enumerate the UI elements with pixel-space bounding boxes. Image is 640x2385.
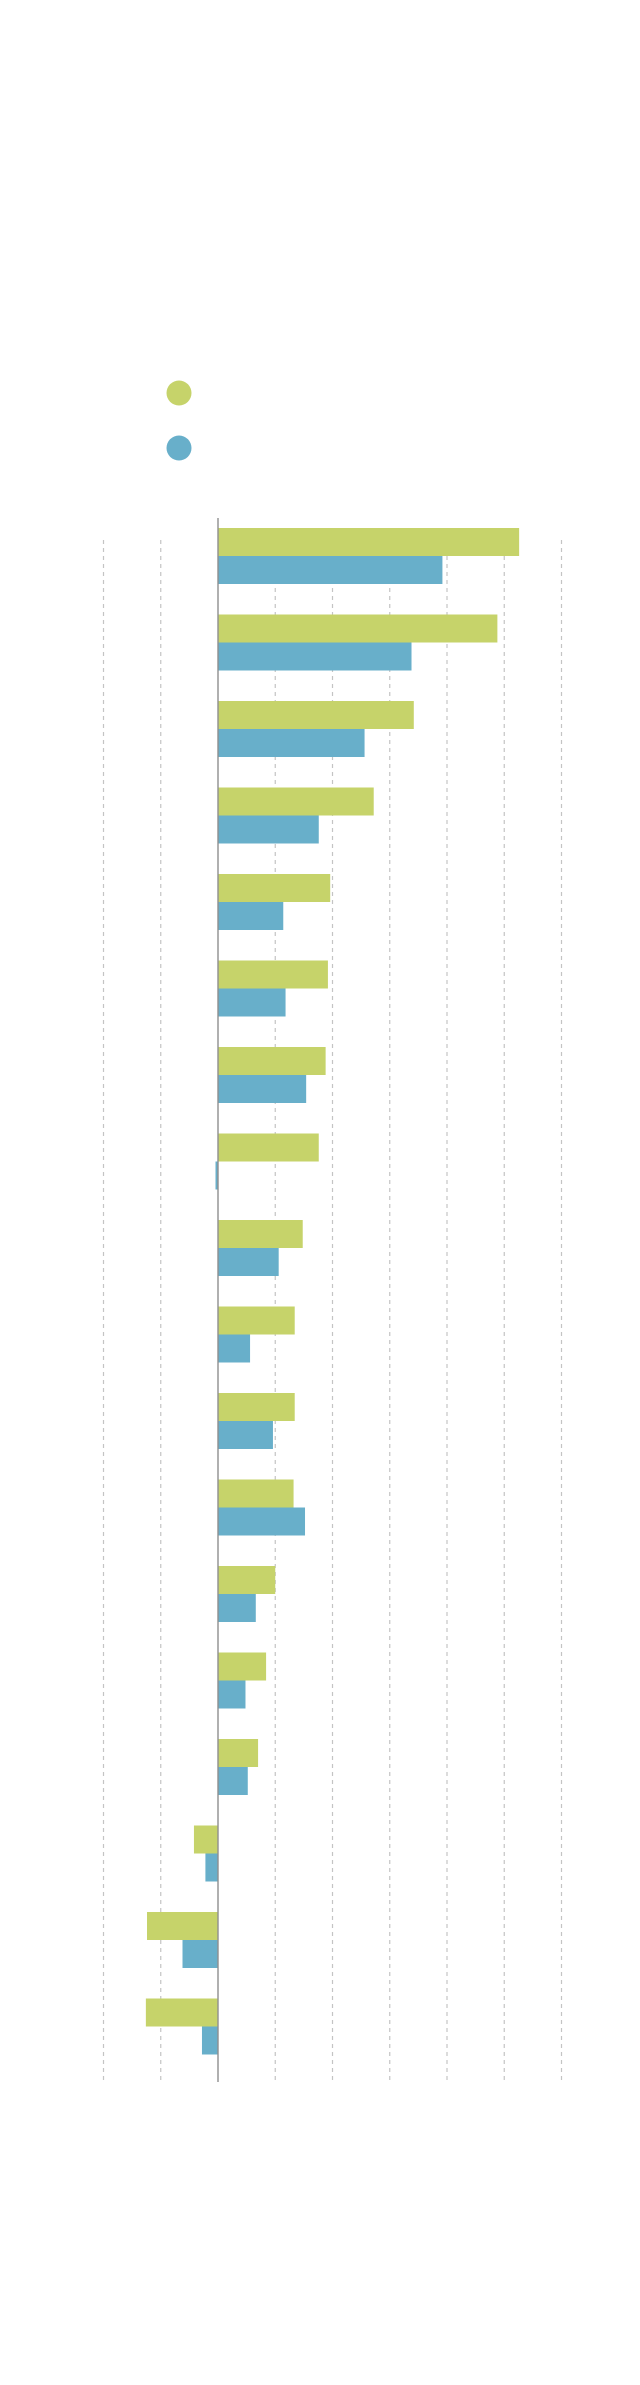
bar-series-1-row-10 bbox=[218, 1306, 295, 1335]
bar-series-1-row-17 bbox=[147, 1912, 218, 1940]
bar-series-2-row-4 bbox=[218, 815, 319, 844]
bar-series-1-row-5 bbox=[218, 874, 331, 902]
bar-series-1-row-16 bbox=[193, 1825, 218, 1854]
bar-series-2-row-1 bbox=[218, 556, 443, 584]
bar-series-2-row-18 bbox=[201, 2026, 218, 2055]
bar-layer bbox=[145, 528, 520, 2055]
bar-series-2-row-11 bbox=[218, 1421, 273, 1449]
bar-series-1-row-13 bbox=[218, 1566, 276, 1594]
bar-series-2-row-9 bbox=[218, 1248, 279, 1276]
bar-series-2-row-3 bbox=[218, 729, 365, 757]
bar-series-1-row-15 bbox=[218, 1739, 259, 1767]
bar-series-2-row-17 bbox=[182, 1940, 218, 1968]
bar-series-1-row-11 bbox=[218, 1393, 295, 1421]
bar-series-2-row-16 bbox=[205, 1853, 218, 1882]
bar-series-2-row-10 bbox=[218, 1334, 251, 1363]
bar-series-2-row-12 bbox=[218, 1507, 306, 1536]
bar-series-2-row-13 bbox=[218, 1594, 256, 1622]
bar-series-1-row-7 bbox=[218, 1047, 326, 1075]
bar-series-1-row-4 bbox=[218, 787, 374, 816]
bar-series-1-row-18 bbox=[145, 1998, 218, 2027]
bar-series-2-row-7 bbox=[218, 1075, 307, 1103]
bar-series-1-row-14 bbox=[218, 1652, 267, 1681]
grid-layer bbox=[102, 540, 563, 2082]
bar-series-2-row-14 bbox=[218, 1680, 246, 1709]
bar-series-2-row-6 bbox=[218, 988, 286, 1017]
legend-marker-series-1 bbox=[166, 380, 192, 406]
bar-series-1-row-6 bbox=[218, 960, 328, 989]
bar-series-1-row-3 bbox=[218, 701, 414, 729]
legend bbox=[166, 380, 192, 461]
bar-series-1-row-2 bbox=[218, 614, 498, 643]
bar-series-2-row-8 bbox=[215, 1161, 218, 1190]
bar-series-2-row-5 bbox=[218, 902, 284, 930]
bar-series-1-row-8 bbox=[218, 1133, 319, 1162]
bar-series-1-row-9 bbox=[218, 1220, 303, 1248]
bar-series-1-row-1 bbox=[218, 528, 520, 556]
bar-series-1-row-12 bbox=[218, 1479, 294, 1508]
bar-series-2-row-15 bbox=[218, 1767, 248, 1795]
legend-marker-series-2 bbox=[166, 435, 192, 461]
bar-series-2-row-2 bbox=[218, 642, 412, 671]
